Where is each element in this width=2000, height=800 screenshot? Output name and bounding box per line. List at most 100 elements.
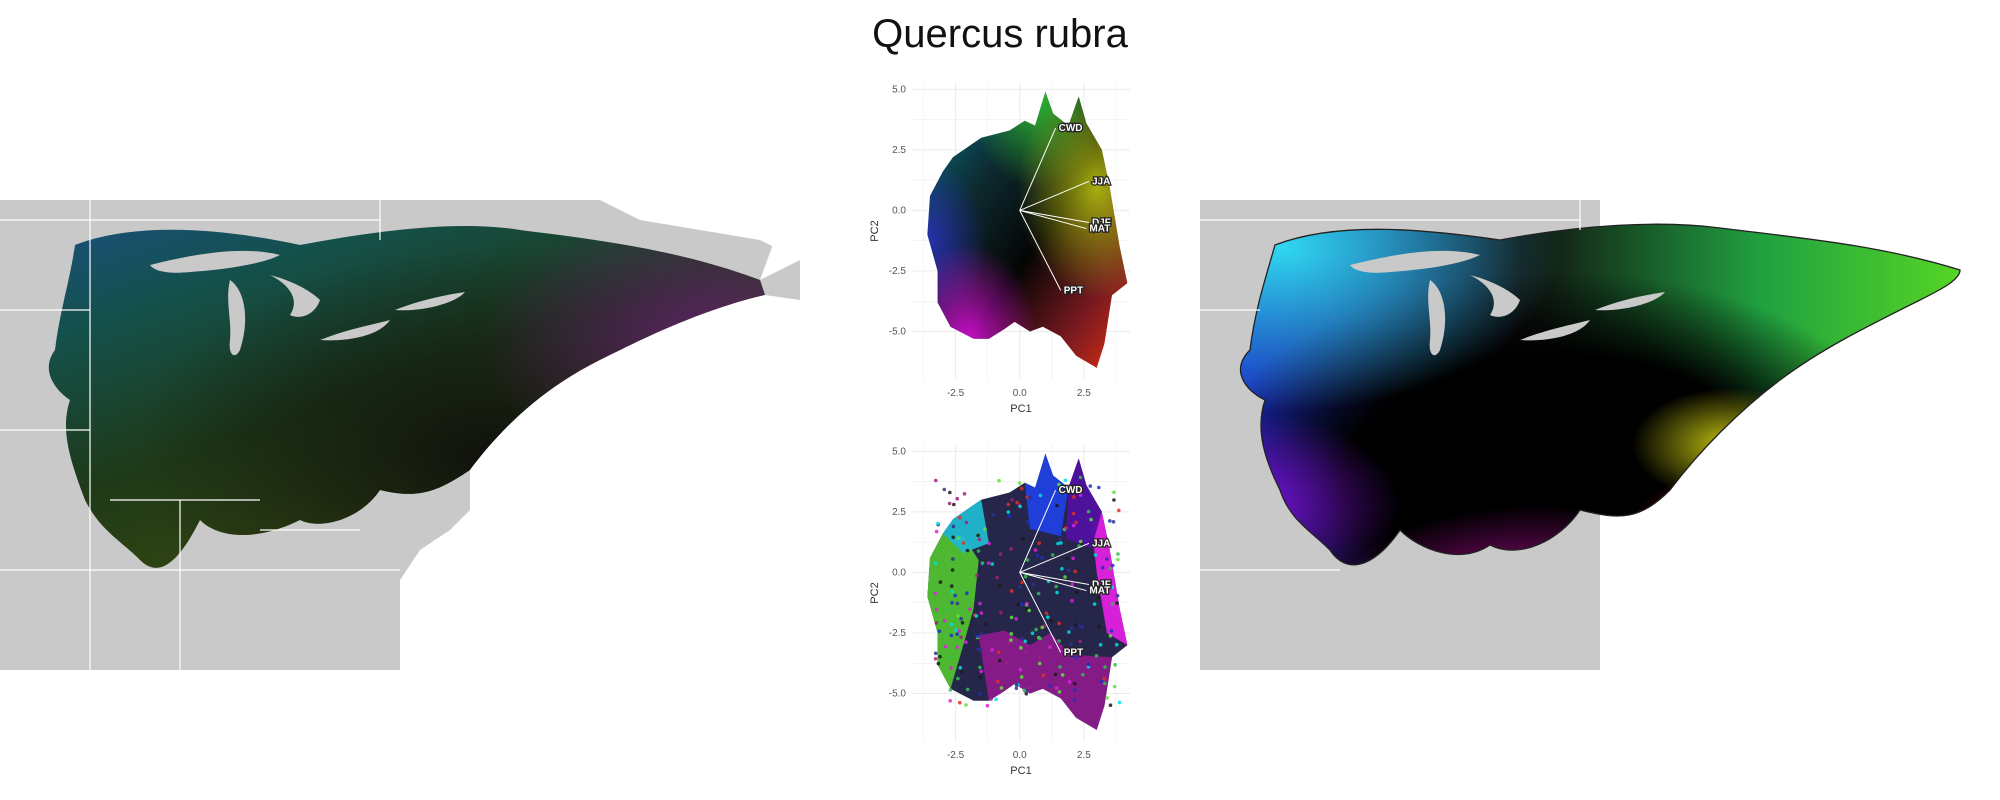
loading-label: DJF [1092, 580, 1111, 591]
site-point [1063, 478, 1068, 483]
site-point [962, 492, 967, 496]
site-point [1009, 615, 1014, 620]
site-point [1055, 503, 1059, 508]
site-point [965, 548, 970, 553]
site-point [1086, 662, 1091, 667]
y-tick-label: 5.0 [892, 446, 906, 457]
site-point [1116, 557, 1120, 562]
smoothed-climate-map [1200, 200, 2000, 670]
site-point [1020, 580, 1024, 585]
site-point [1041, 673, 1045, 678]
site-point [1060, 673, 1065, 677]
site-point [1023, 639, 1027, 644]
site-point [1016, 602, 1021, 607]
site-point [936, 521, 940, 526]
loading-vector [1019, 571, 1090, 586]
site-point [1080, 625, 1085, 629]
loading-label: DJF [1092, 218, 1111, 229]
site-point [997, 478, 1001, 483]
site-point [951, 524, 956, 529]
site-point [1071, 556, 1075, 561]
site-point [1071, 523, 1076, 528]
site-point [1056, 541, 1060, 546]
y-tick-label: -2.5 [889, 628, 907, 639]
site-point [1006, 510, 1011, 514]
site-point [997, 583, 1002, 588]
x-tick-label: -2.5 [947, 388, 965, 399]
site-point [1040, 625, 1044, 630]
site-point [1057, 639, 1061, 643]
site-point [934, 478, 938, 483]
x-axis-label: PC1 [1010, 403, 1031, 415]
site-point [1110, 585, 1115, 590]
site-point [1044, 611, 1049, 615]
site-point [1054, 584, 1058, 589]
site-point [1100, 544, 1105, 549]
pca-point-cluster [978, 630, 1112, 730]
site-point [956, 614, 960, 618]
site-point [964, 703, 968, 707]
site-point [1038, 654, 1042, 658]
site-point [965, 591, 969, 595]
site-point [1110, 602, 1115, 606]
site-point [933, 591, 937, 596]
site-point [986, 561, 991, 565]
site-point [1110, 563, 1115, 568]
site-point [1074, 590, 1079, 594]
site-point [1014, 686, 1019, 691]
site-point [1078, 539, 1083, 544]
site-point [1026, 520, 1031, 524]
site-point [975, 573, 979, 578]
site-point [958, 666, 963, 670]
site-point [1117, 700, 1122, 705]
site-point [1014, 617, 1018, 621]
site-point [994, 697, 998, 702]
site-point [1073, 655, 1078, 660]
site-point [1097, 624, 1101, 629]
site-point [1018, 585, 1022, 589]
pca-key-cloud [927, 91, 1128, 368]
site-point [1023, 574, 1028, 579]
great-lakes [150, 250, 465, 356]
site-point [1078, 493, 1083, 497]
site-point [948, 699, 952, 703]
site-point [951, 535, 955, 540]
site-point [1057, 482, 1061, 487]
site-point [1100, 565, 1105, 570]
site-point [954, 628, 958, 632]
site-point [956, 536, 961, 540]
site-point [1025, 558, 1030, 562]
site-point [955, 645, 959, 650]
site-point [1022, 688, 1027, 693]
site-point [942, 618, 947, 623]
site-point [946, 607, 950, 611]
site-point [955, 632, 959, 636]
site-point [958, 700, 962, 705]
site-point [1010, 589, 1014, 593]
site-point [1031, 582, 1036, 586]
site-point [950, 568, 955, 572]
site-point [1102, 676, 1106, 681]
loading-vector [1019, 210, 1062, 291]
loading-vector [1019, 542, 1090, 573]
site-point [1054, 686, 1059, 690]
site-point [948, 490, 952, 495]
pca-site-cloud [927, 453, 1128, 730]
site-point [950, 584, 954, 588]
site-point [1112, 684, 1117, 689]
site-point [1074, 520, 1078, 525]
site-point [937, 629, 942, 633]
site-point [1105, 557, 1109, 561]
site-point [1069, 626, 1074, 630]
site-point [1116, 552, 1120, 556]
loading-label: MAT [1089, 224, 1110, 235]
site-point [979, 611, 984, 615]
site-point [943, 644, 948, 649]
site-point [1020, 636, 1024, 641]
site-point [997, 658, 1002, 663]
site-point [1070, 598, 1074, 603]
site-point [1018, 667, 1023, 672]
site-point [1049, 618, 1054, 623]
x-tick-label: 0.0 [1013, 750, 1027, 761]
